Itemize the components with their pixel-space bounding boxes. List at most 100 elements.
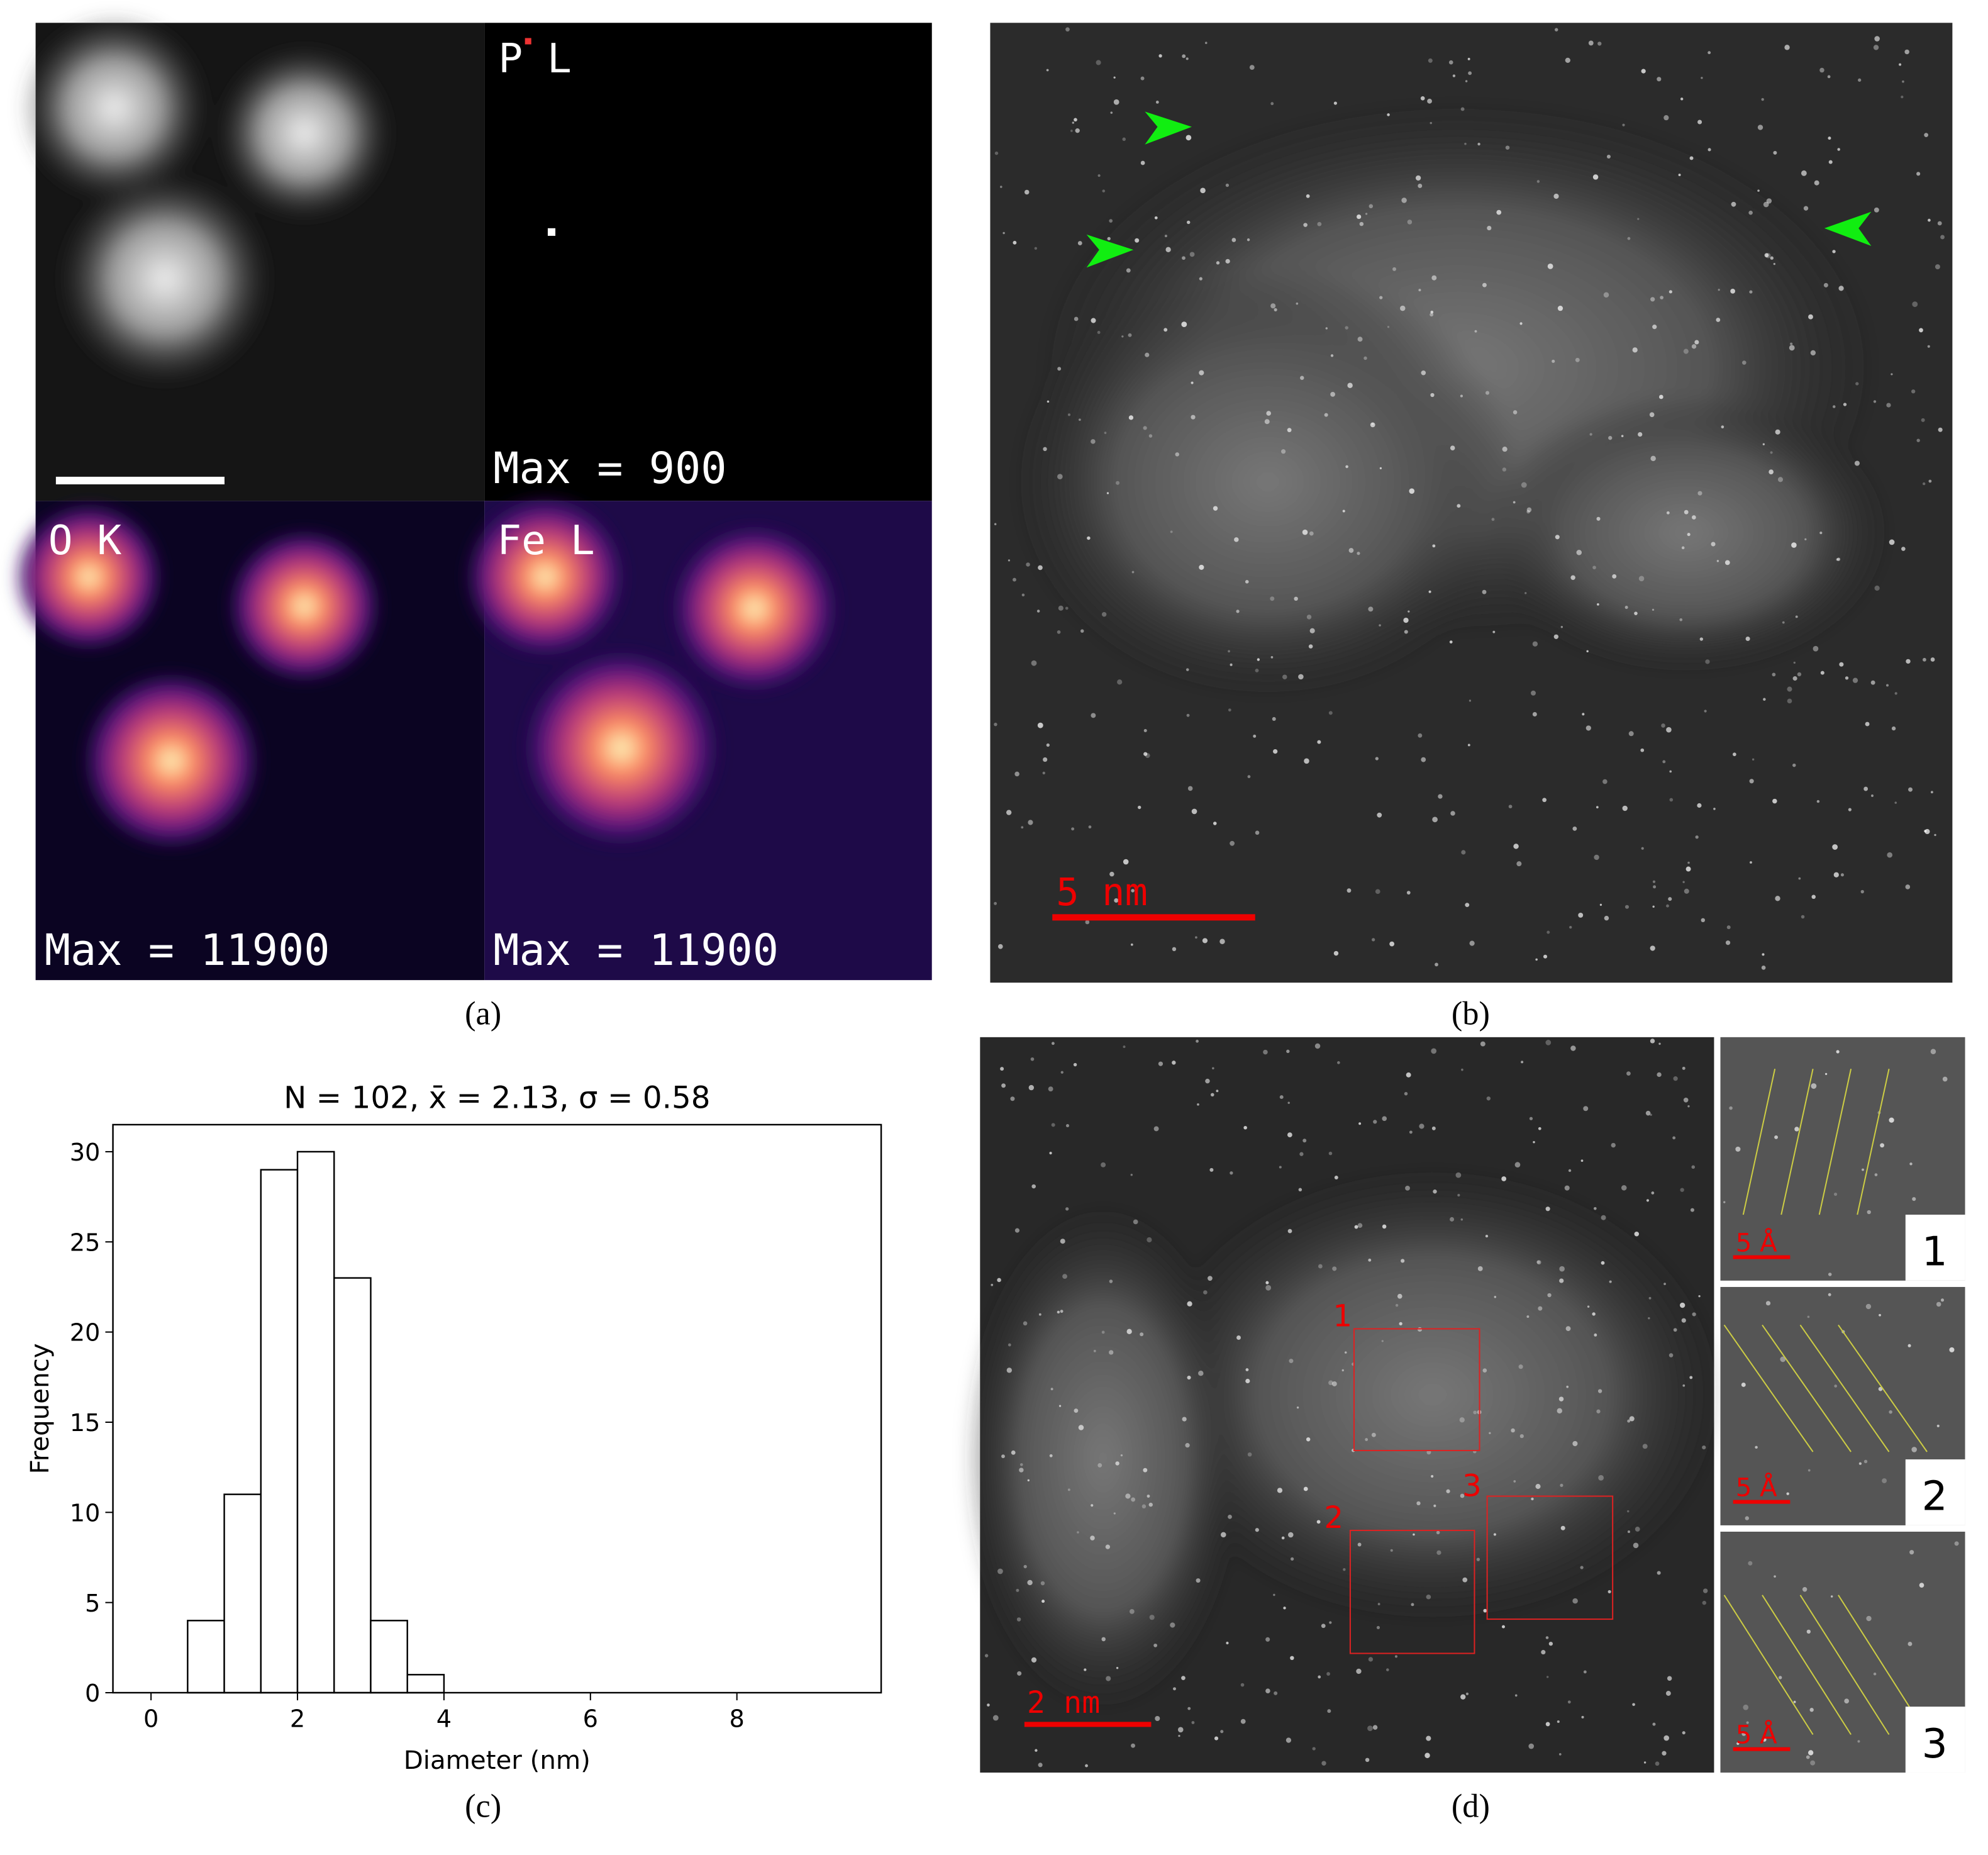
y-tick-label: 20: [70, 1319, 101, 1347]
speckle: [1832, 250, 1836, 253]
x-tick-label: 0: [143, 1705, 158, 1733]
speckle: [1937, 221, 1942, 226]
speckle: [1536, 1260, 1541, 1265]
speckle: [1280, 449, 1286, 454]
panel-a: P L Max = 900 O K Max = 11900 Fe L Max =…: [13, 13, 932, 1032]
speckle: [1154, 216, 1158, 220]
speckle: [1808, 314, 1813, 320]
speckle: [1802, 1587, 1808, 1592]
speckle: [1245, 1368, 1249, 1371]
speckle: [1131, 889, 1135, 893]
speckle: [1367, 1725, 1373, 1731]
speckle: [1858, 1462, 1862, 1465]
speckles: [994, 27, 1945, 970]
scale-bar-label: 2 nm: [1027, 1685, 1100, 1720]
speckle: [1370, 422, 1375, 428]
speckle: [1535, 958, 1538, 961]
speckle: [1730, 289, 1735, 294]
speckle: [1513, 844, 1519, 849]
speckle: [1255, 830, 1260, 835]
speckle: [1880, 1143, 1885, 1148]
speckle: [1699, 637, 1704, 641]
speckle: [1051, 1123, 1055, 1127]
speckle: [1170, 530, 1173, 533]
speckle: [1109, 1279, 1113, 1283]
speckle: [1806, 1755, 1810, 1759]
speckle: [1655, 1761, 1660, 1766]
speckle: [1621, 435, 1624, 437]
speckle: [1916, 172, 1921, 176]
speckle: [1564, 1185, 1570, 1191]
speckle: [1358, 1122, 1362, 1125]
speckle: [1518, 1364, 1523, 1369]
speckle: [1036, 610, 1040, 613]
speckle: [1513, 501, 1516, 504]
haadf-particles: [19, 13, 394, 387]
speckle: [1589, 433, 1592, 436]
speckle: [1886, 403, 1891, 408]
speckle: [1074, 316, 1079, 321]
speckle: [1330, 354, 1334, 357]
speckle: [1597, 42, 1602, 46]
speckle: [1681, 1318, 1686, 1323]
speckle: [1757, 125, 1763, 130]
speckle: [1721, 425, 1724, 429]
speckle: [1080, 629, 1084, 633]
speckle: [1371, 1432, 1376, 1437]
speckle: [1341, 1369, 1344, 1372]
speckle: [1930, 657, 1935, 662]
speckle: [1149, 1615, 1155, 1620]
speckle: [1874, 585, 1880, 591]
speckle: [1894, 801, 1897, 804]
number-box: [1905, 1459, 1965, 1525]
speckle: [1460, 394, 1463, 398]
lattice-line: [1799, 1595, 1890, 1735]
speckle: [1257, 658, 1260, 661]
speckle: [1683, 1097, 1689, 1103]
speckle: [1545, 1722, 1550, 1727]
map-label: O K: [48, 517, 122, 564]
speckle: [1548, 1642, 1553, 1646]
speckle: [1828, 160, 1833, 164]
speckle: [1924, 830, 1927, 833]
speckle: [1874, 1173, 1878, 1176]
speckle: [1175, 452, 1179, 457]
speckle: [1731, 201, 1736, 207]
speckle: [1265, 1281, 1269, 1284]
speckle: [1279, 1166, 1282, 1169]
speckle: [1572, 1440, 1578, 1447]
speckle: [1436, 1530, 1440, 1535]
speckle: [1368, 1258, 1372, 1262]
speckle: [1304, 758, 1309, 764]
speckle: [1357, 214, 1362, 220]
speckle: [1401, 1259, 1405, 1263]
speckle: [1079, 418, 1081, 421]
speckle: [1317, 221, 1322, 226]
speckle: [1532, 641, 1538, 647]
speckle: [1833, 872, 1839, 877]
speckle: [1901, 547, 1906, 551]
speckle: [1424, 1752, 1430, 1759]
lattice-line: [1838, 1324, 1928, 1452]
speckle: [1772, 672, 1776, 677]
speckle: [1303, 1486, 1308, 1491]
speckle: [1809, 1708, 1814, 1712]
speckle: [1602, 779, 1608, 784]
speckle: [1936, 1301, 1941, 1307]
speckle: [1057, 367, 1062, 371]
speckle: [1666, 727, 1672, 733]
speckle: [1199, 370, 1204, 376]
speckle: [1928, 479, 1932, 483]
speckle: [1298, 674, 1304, 680]
speckle: [1343, 1568, 1346, 1571]
speckle: [1419, 1123, 1424, 1129]
speckle: [1596, 516, 1601, 521]
speckle: [1283, 1607, 1286, 1610]
speckle: [1430, 121, 1432, 125]
speckle: [1701, 77, 1703, 79]
speckle: [1865, 721, 1870, 727]
speckle: [1828, 136, 1831, 140]
speckle: [1249, 65, 1255, 70]
bar: [333, 1277, 372, 1694]
speckle: [1473, 1410, 1477, 1415]
